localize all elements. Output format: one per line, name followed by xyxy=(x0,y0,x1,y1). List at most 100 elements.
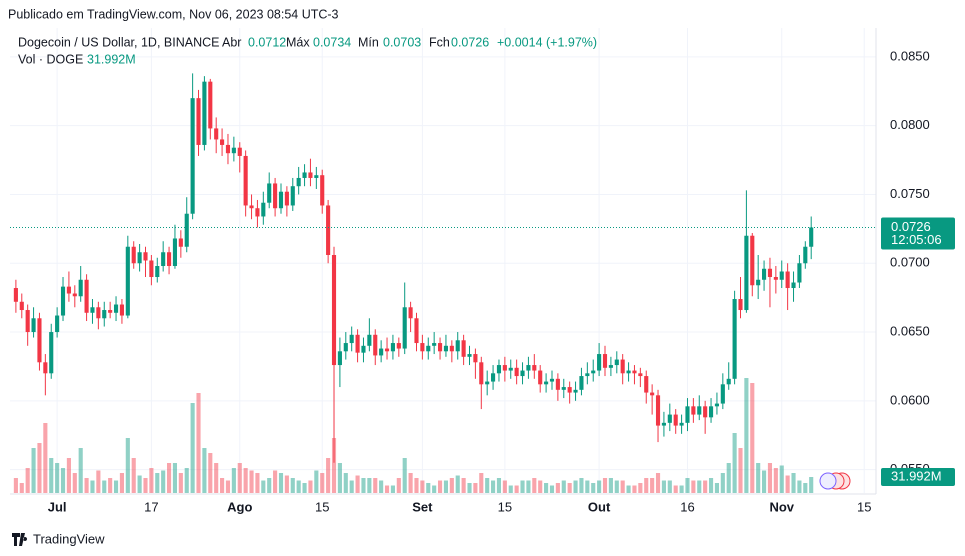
candle-body xyxy=(25,310,30,333)
candle-body xyxy=(208,81,213,129)
volume-bar xyxy=(762,470,767,493)
candle-body xyxy=(60,286,66,316)
candle-body xyxy=(585,373,590,377)
volume-bar xyxy=(190,403,195,493)
volume-bar xyxy=(214,463,219,493)
candle-body xyxy=(773,277,778,280)
candle-body xyxy=(384,348,390,352)
candle-body xyxy=(703,406,708,418)
low-value: 0.0703 xyxy=(383,35,421,49)
volume-bar xyxy=(803,483,808,493)
candle-body xyxy=(367,334,372,346)
volume-bar xyxy=(756,463,761,493)
candle-body xyxy=(602,354,608,368)
candle-body xyxy=(243,155,248,206)
candle-body xyxy=(579,376,584,390)
candle-body xyxy=(125,246,130,316)
volume-bar xyxy=(49,458,54,493)
volume-bar xyxy=(337,463,342,493)
candle-body xyxy=(473,354,478,363)
candle-body xyxy=(78,279,83,297)
candle-body xyxy=(408,307,413,319)
x-tick-label: Set xyxy=(412,499,433,514)
volume-bar xyxy=(791,473,796,493)
volume-bar xyxy=(166,463,172,493)
x-tick-label: Nov xyxy=(769,499,794,514)
candle-body xyxy=(767,268,773,278)
candle-body xyxy=(661,422,666,426)
volume-bar xyxy=(738,448,743,493)
candle-body xyxy=(461,340,466,357)
candle-body xyxy=(720,384,725,404)
volume-bar xyxy=(626,485,631,493)
volume-bar xyxy=(797,480,802,493)
candle-body xyxy=(520,370,525,377)
candle-body xyxy=(131,246,136,264)
candle-body xyxy=(502,365,507,371)
candle-body xyxy=(108,310,113,313)
volume-bar xyxy=(779,465,784,493)
volume-bar xyxy=(349,480,354,493)
candle-body xyxy=(43,362,48,374)
candle-body xyxy=(390,343,395,352)
volume-bar xyxy=(55,463,60,493)
volume-bar xyxy=(567,483,572,493)
volume-bar xyxy=(137,475,142,493)
candle-body xyxy=(202,81,207,145)
candle-body xyxy=(491,373,496,382)
candle-body xyxy=(420,343,425,352)
candle-body xyxy=(614,359,619,366)
candle-body xyxy=(31,318,36,333)
volume-bar xyxy=(555,483,560,493)
candle-body xyxy=(685,406,690,423)
y-tick-label: 0.0650 xyxy=(890,323,930,338)
volume-bar xyxy=(703,480,708,493)
volume-bar xyxy=(379,480,384,493)
volume-bar xyxy=(697,480,702,493)
flag-icons xyxy=(819,472,851,490)
candle-body xyxy=(337,351,342,366)
volume-bar xyxy=(331,438,337,493)
candle-body xyxy=(644,376,649,393)
candle-body xyxy=(96,307,101,319)
candle-body xyxy=(608,365,613,368)
candle-body xyxy=(673,414,678,426)
volume-bar xyxy=(261,480,266,493)
volume-bar xyxy=(202,448,207,493)
candle-body xyxy=(785,271,790,289)
volume-bar xyxy=(638,483,643,493)
volume-bar xyxy=(155,473,160,493)
volume-bar xyxy=(373,478,378,493)
volume-bar xyxy=(785,475,790,493)
candle-body xyxy=(331,254,337,366)
volume-bar xyxy=(361,478,366,493)
volume-bar xyxy=(131,458,136,493)
volume-bar xyxy=(620,480,625,493)
candle-body xyxy=(66,286,71,294)
volume-bar xyxy=(479,473,484,493)
open-value: 0.0712 xyxy=(248,35,286,49)
volume-bar xyxy=(426,483,431,493)
symbol: Dogecoin / US Dollar, 1D, BINANCE xyxy=(18,35,219,49)
volume-bar xyxy=(667,480,672,493)
volume-bar xyxy=(302,483,307,493)
candle-body xyxy=(526,365,531,371)
volume-bar xyxy=(314,470,319,493)
candle-body xyxy=(237,147,242,156)
volume-bar xyxy=(750,383,755,493)
volume-bar xyxy=(243,468,248,493)
volume-bar xyxy=(449,478,454,493)
volume-bar xyxy=(514,485,519,493)
volume-bar xyxy=(90,480,95,493)
volume-bar xyxy=(308,480,313,493)
volume-bar xyxy=(632,485,637,493)
volume-bar xyxy=(591,483,596,493)
volume-bar xyxy=(767,463,773,493)
volume-bar xyxy=(526,480,531,493)
candle-body xyxy=(496,365,502,374)
candle-body xyxy=(756,279,761,286)
candle-body xyxy=(225,144,231,154)
volume-bar xyxy=(220,478,225,493)
